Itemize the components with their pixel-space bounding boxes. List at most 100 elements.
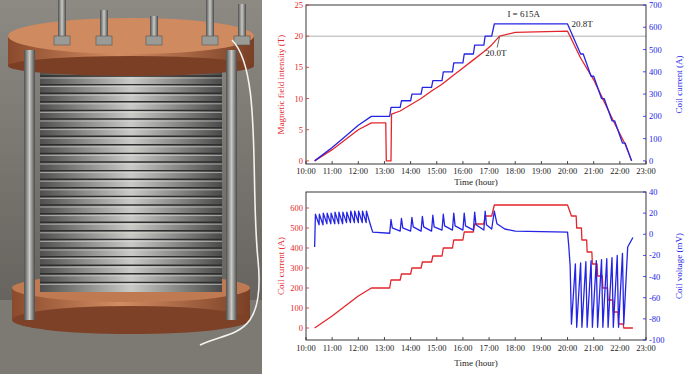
y-axis-label: Magnetic field intensity (T) (276, 35, 286, 135)
figure: 10:0011:0012:0013:0014:0015:0016:0017:00… (0, 0, 686, 374)
y2-tick-label: 200 (649, 111, 662, 121)
disc-gap (40, 144, 222, 145)
disc-edge (40, 78, 222, 79)
y2-tick-label: 400 (649, 67, 662, 77)
x-tick (646, 337, 647, 340)
y2-tick-label: 500 (649, 45, 662, 55)
nut (202, 36, 218, 45)
y2-tick-label: 100 (649, 134, 662, 144)
y-tick (306, 98, 309, 99)
x-tick (619, 161, 620, 164)
x-tick-label: 12:00 (349, 166, 368, 176)
disc-edge (40, 250, 222, 251)
y-tick-label: 15 (295, 62, 304, 72)
disc-gap (40, 221, 222, 222)
x-tick (593, 337, 594, 340)
x-tick (515, 161, 516, 164)
y-tick (306, 328, 309, 329)
x-tick-label: 11:00 (323, 343, 342, 353)
x-tick-label: 15:00 (427, 166, 446, 176)
x-tick (410, 337, 411, 340)
x-tick-label: 14:00 (401, 343, 420, 353)
y2-tick (643, 160, 646, 161)
disc-gap (40, 110, 222, 111)
y-tick-label: 25 (295, 0, 304, 10)
y2-tick-label: -100 (649, 335, 665, 345)
disc-edge (40, 95, 222, 96)
disc-edge (40, 284, 222, 285)
x-tick-label: 22:00 (610, 166, 629, 176)
disc-gap (40, 187, 222, 188)
x-tick-label: 16:00 (453, 166, 472, 176)
disc-edge (40, 258, 222, 259)
y2-tick-label: -80 (649, 314, 660, 324)
x-tick-label: 20:00 (558, 343, 577, 353)
disc-edge (40, 232, 222, 233)
bottom-plate-edge (12, 306, 250, 334)
y-tick-label: 100 (290, 303, 303, 313)
y2-tick-label: 0 (649, 156, 653, 166)
x-tick (593, 161, 594, 164)
plot-background (306, 5, 646, 164)
disc-edge (40, 224, 222, 225)
plot-background (306, 192, 646, 340)
disc-edge (40, 189, 222, 190)
plot-frame (306, 192, 646, 340)
disc-edge (40, 275, 222, 276)
disc-gap (40, 230, 222, 231)
disc-edge (40, 146, 222, 147)
y2-tick (643, 255, 646, 256)
x-tick (462, 161, 463, 164)
disc-gap (40, 153, 222, 154)
x-tick (332, 337, 333, 340)
y-tick (306, 268, 309, 269)
disc-edge (40, 198, 222, 199)
x-tick-label: 11:00 (323, 166, 342, 176)
y2-axis-label: Coil current (A) (674, 56, 684, 114)
rod-front (226, 50, 237, 320)
y-tick (306, 36, 309, 37)
y2-tick-label: 600 (649, 22, 662, 32)
y-tick (306, 160, 309, 161)
disc-gap (40, 239, 222, 240)
y-tick (306, 228, 309, 229)
y-tick (306, 308, 309, 309)
x-tick (489, 337, 490, 340)
y-tick-label: 600 (290, 203, 303, 213)
x-tick-label: 18:00 (506, 343, 525, 353)
plot-area (315, 205, 633, 328)
series-line (315, 24, 632, 161)
y-tick (306, 288, 309, 289)
y2-tick (643, 138, 646, 139)
y-tick (306, 129, 309, 130)
disc-edge (40, 121, 222, 122)
y-tick (306, 248, 309, 249)
y2-axis-label: Coil voltage (mV) (674, 233, 684, 299)
y2-tick (643, 116, 646, 117)
y2-tick (643, 318, 646, 319)
y-tick-label: 5 (299, 125, 303, 135)
disc-gap (40, 213, 222, 214)
x-tick (384, 337, 385, 340)
x-tick (646, 161, 647, 164)
disc-gap (40, 127, 222, 128)
y2-tick-label: 700 (649, 0, 662, 10)
x-tick-label: 23:00 (636, 166, 655, 176)
x-tick-label: 13:00 (375, 343, 394, 353)
disc-edge (40, 267, 222, 268)
series-line (315, 211, 633, 327)
nut (234, 36, 250, 45)
y-tick-label: 500 (290, 223, 303, 233)
x-tick (436, 337, 437, 340)
y2-tick-label: 0 (649, 229, 653, 239)
disc-gap (40, 247, 222, 248)
wire (200, 40, 259, 345)
y-tick-label: 200 (290, 283, 303, 293)
x-tick (541, 161, 542, 164)
y2-tick-label: 20 (649, 208, 658, 218)
disc-gap (40, 196, 222, 197)
y2-tick (643, 297, 646, 298)
annotation: I = 615A (507, 9, 540, 19)
disc-gap (40, 170, 222, 171)
chart: 10:0011:0012:0013:0014:0015:0016:0017:00… (276, 0, 684, 187)
